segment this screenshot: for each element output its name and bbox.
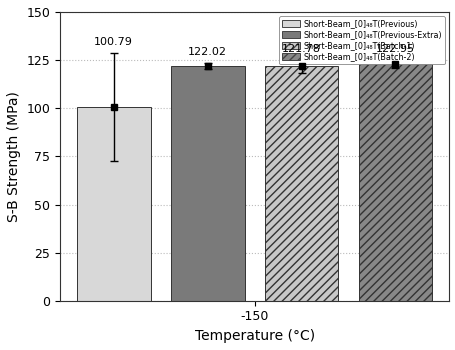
Text: 122.02: 122.02 — [188, 47, 227, 57]
Y-axis label: S-B Strength (MPa): S-B Strength (MPa) — [7, 91, 21, 222]
Bar — [264, 66, 338, 301]
Bar — [170, 66, 244, 301]
Bar — [358, 64, 431, 301]
X-axis label: Temperature (°C): Temperature (°C) — [194, 329, 314, 343]
Text: 100.79: 100.79 — [94, 37, 133, 47]
Text: 122.95: 122.95 — [375, 44, 414, 54]
Legend: Short-Beam_[0]₄₈T(Previous), Short-Beam_[0]₄₈T(Previous-Extra), Short-Beam_[0]₄₈: Short-Beam_[0]₄₈T(Previous), Short-Beam_… — [278, 16, 444, 64]
Bar — [77, 107, 150, 301]
Text: 121.78: 121.78 — [281, 44, 320, 54]
